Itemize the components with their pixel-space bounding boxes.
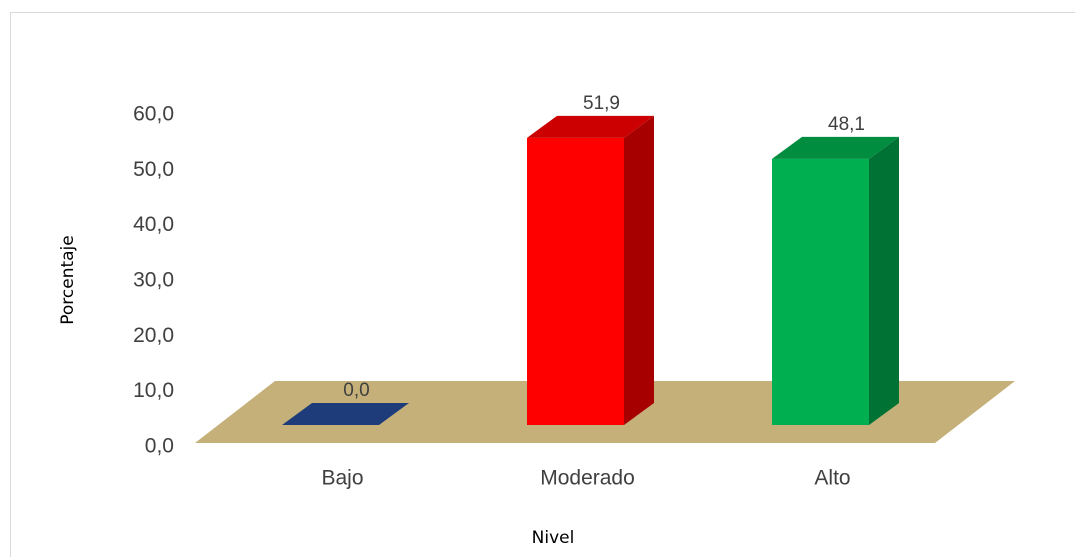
y-tick-label: 50,0 xyxy=(133,158,174,181)
bar xyxy=(772,136,899,425)
value-label: 51,9 xyxy=(583,93,620,114)
value-label: 48,1 xyxy=(828,114,865,135)
bar-side xyxy=(624,115,654,425)
bar-top xyxy=(527,115,654,138)
y-tick-label: 40,0 xyxy=(133,213,174,236)
y-tick-label: 20,0 xyxy=(133,324,174,347)
bar-top xyxy=(772,136,899,159)
bar-front xyxy=(527,137,624,425)
bar-top xyxy=(282,403,409,425)
y-tick-label: 60,0 xyxy=(133,103,174,126)
x-axis-label: Nivel xyxy=(532,528,575,548)
value-label: 0,0 xyxy=(343,380,369,401)
y-tick-label: 10,0 xyxy=(133,379,174,402)
bar-side xyxy=(869,136,899,425)
x-tick-label: Alto xyxy=(814,467,850,490)
x-tick-label: Moderado xyxy=(540,467,635,490)
y-tick-label: 0,0 xyxy=(145,435,174,458)
y-tick-label: 30,0 xyxy=(133,269,174,292)
y-axis-label: Porcentaje xyxy=(58,235,78,325)
bar-front xyxy=(772,158,869,425)
bar xyxy=(282,403,409,425)
bar xyxy=(527,115,654,425)
x-tick-label: Bajo xyxy=(321,467,363,490)
